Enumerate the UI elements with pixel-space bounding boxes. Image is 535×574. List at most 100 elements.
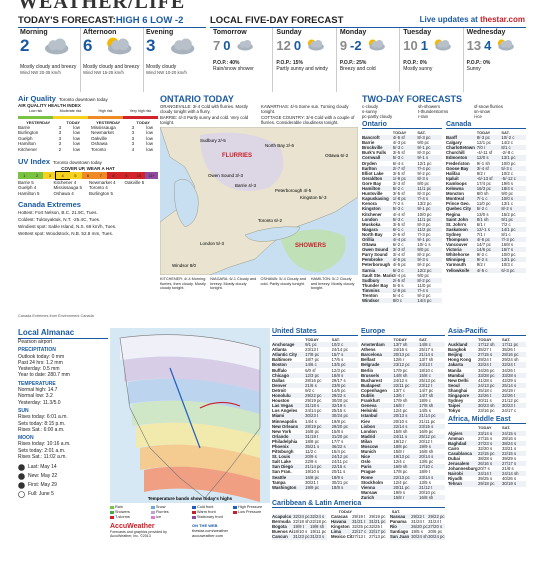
table-row: San Fran. 19/10 s 20/11 s (272, 469, 358, 474)
table-row: Gore Bay 3/-3 sf 9/0 pc (362, 181, 442, 186)
cell: 4/-5 pc (392, 262, 406, 268)
weather-icon (307, 39, 324, 51)
swatch (192, 511, 196, 514)
table-row: Barcelona 20/13 pc 21/14 s (361, 352, 445, 358)
uv-step: 9 (119, 172, 133, 180)
table-row: Saint John 8/1 sh 9/1 pc (446, 216, 526, 222)
two-day-tables: Ontario TODAY SAT. Bancroft 4/-5 sf 8/-3 pc Ba… (362, 121, 526, 304)
cell: 15/8 s (331, 428, 344, 434)
cell: Caracas (331, 514, 348, 520)
cell: Charlottetown (446, 145, 475, 151)
cell: 6/-4 s (392, 160, 404, 166)
weather-icon (368, 39, 385, 51)
cell: 25/15 s (331, 408, 346, 414)
day-name: Tuesday (403, 29, 432, 36)
table-row: Bangkok 35/27 t 35/26 t (448, 347, 526, 352)
table-row: Chicago 12/3 pc 18/8 s (272, 372, 358, 378)
swatch (192, 506, 196, 509)
almanac-line: Yesterday: 0.5 mm (18, 366, 60, 373)
col-head: TODAY (393, 337, 407, 342)
aq-grid: Barrie 3 low Burlington 3 low Guelph 3 low Hamilt… (18, 125, 158, 152)
swatch (233, 506, 237, 509)
cell: 17/8 sh (419, 403, 434, 409)
blurbs: ORANGEVILLE: 3/-4 Cold with flurries. Mo… (160, 104, 358, 125)
cell: Singapore (448, 393, 470, 399)
cell: 15/8 r (393, 494, 405, 500)
cell: 18/4 s (501, 186, 514, 192)
table-row: Atlantic City 17/8 pc 15/7 s (272, 352, 358, 358)
map-label: Peterborough 4/-5 (275, 188, 312, 193)
aq-cell: 3 (58, 125, 62, 130)
site: thestar.com (480, 15, 525, 24)
cell: 19/9 pc (305, 484, 320, 490)
cell: 30/24 pc (331, 413, 349, 419)
col-head: TODAY (338, 509, 353, 514)
day-row: 9 -2 (340, 36, 396, 54)
cell: 30/23 t (305, 413, 319, 419)
table-row: Mexico City27/13 t27/13 pc (331, 534, 386, 539)
period-desc: Mostly cloudy (146, 64, 177, 70)
table-head: TODAY SAT. (272, 337, 358, 342)
cell: 31/18 s (305, 403, 320, 409)
cell: Geraldton (362, 175, 383, 181)
cell: Salt Lake (272, 459, 291, 465)
moon (18, 473, 25, 481)
aq-title: Air Quality (18, 94, 56, 103)
cell: 15/8 sh (393, 428, 408, 434)
cold-front (169, 367, 201, 449)
cell: Taipei (448, 403, 461, 409)
cell: London (361, 428, 377, 434)
cell: 14/2 c (501, 140, 514, 146)
live-text: Live updates at (419, 15, 478, 24)
table-row: Calgary 12/1 pc 14/2 c (446, 140, 526, 145)
cell: 8/-2 s (501, 206, 513, 212)
legend-text: T-storms (115, 515, 130, 519)
table-row: Geraldton 1/-9 pc 8/-3 s (362, 175, 442, 181)
legend-item: r-rain (418, 114, 429, 119)
day-low: 0 (293, 37, 302, 53)
day-high: 9 (339, 37, 348, 53)
cell: 12/1 pc (476, 140, 491, 146)
legend-item: i-ice (474, 114, 482, 119)
cell: Phoenix (272, 443, 289, 449)
cell: 10/2 c (501, 170, 514, 176)
today-heading: TODAY'S FORECAST:HIGH 6 LOW -2 (18, 15, 183, 26)
cell: 31/24 t (428, 519, 442, 525)
cell: Geneva (361, 403, 377, 409)
temp-band (136, 422, 260, 458)
table-row: Geneva 16/8 r 17/8 sh (361, 403, 445, 409)
table-row: Bancroft 4/-5 sf 8/-3 pc (362, 135, 442, 141)
cell: New Orleans (272, 423, 299, 429)
legend-text: Rain (115, 505, 123, 509)
cell: 6/-2 c (392, 267, 404, 273)
cell: 14/5 s (419, 408, 431, 414)
cell: Timmins (362, 287, 380, 293)
cell: 32/24 s (310, 514, 325, 520)
aq-row: Oshawa 3 low (91, 141, 158, 146)
aq-cell: low (146, 146, 153, 152)
table-row: Iqaluit -6/-13 sf -5/-12 c (446, 175, 526, 181)
cell: 31/20 pc (331, 433, 349, 439)
table-row: Sudbury 2/-5 sf 8/-2 pc (362, 277, 442, 283)
col-head: SAT. (502, 337, 511, 342)
cell: 26/19 r (502, 387, 516, 393)
aq-cols: YESTERDAY TODAY YESTERDAY TODAY (18, 120, 158, 125)
extreme-line: Hottest: Fort Nelson, B.C. 21.9C, Tues. (18, 210, 98, 216)
cell: 42/29 s (502, 377, 517, 383)
uv-advice: COVER UP, WEAR A HAT (61, 166, 115, 172)
extremes-title: Canada Extremes (18, 200, 81, 210)
uv-step: 3 (43, 172, 57, 180)
col-head: TODAY (392, 130, 407, 135)
col-head: SAT. (502, 425, 511, 431)
table-row: Helsinki 12/4 pc 14/5 s (361, 408, 445, 413)
cell: Montreal (446, 196, 464, 202)
cell: 14/6 pc (476, 247, 491, 253)
cell: 4/-6 pc (476, 236, 490, 242)
table-row: Los Angeles 24/14 pc 25/15 s (272, 408, 358, 413)
cell: 10/3 c (501, 262, 514, 268)
cell: 23/15 s (419, 423, 434, 429)
cell: Tampa (272, 479, 286, 485)
cell: 16/8 r (393, 403, 405, 409)
table-row: Copenhagen 13/7 c 14/7 pc (361, 388, 445, 393)
legend-item: Flurries (151, 510, 188, 515)
